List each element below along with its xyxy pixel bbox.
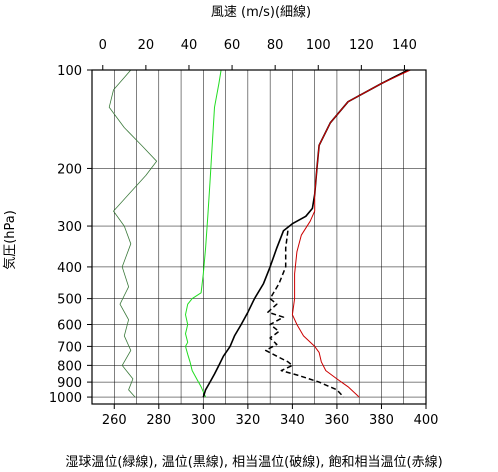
bottom-axis-title: 湿球温位(緑線), 温位(黒線), 相当温位(破線), 飽和相当温位(赤線): [65, 454, 442, 470]
y-tick-label: 300: [57, 220, 82, 235]
top-tick-label: 80: [267, 38, 284, 53]
top-axis-title: 風速 (m/s)(細線): [211, 4, 311, 20]
y-axis-title: 気圧(hPa): [2, 210, 18, 270]
y-tick-label: 600: [57, 319, 82, 334]
bottom-tick-label: 300: [191, 413, 216, 428]
grid: [92, 69, 426, 404]
y-tick-label: 500: [57, 293, 82, 308]
top-tick-label: 120: [349, 38, 374, 53]
series-layer: [108, 69, 411, 398]
y-tick-label: 700: [57, 340, 82, 355]
y-tick-label: 800: [57, 359, 82, 374]
top-tick-label: 60: [224, 38, 241, 53]
ticks: 260 280 300 320 340 360 380 400 0 20 40 60 80 100 120 1…: [49, 38, 439, 428]
series-line-saturated-equivalent-theta: [291, 69, 411, 398]
bottom-tick-label: 320: [235, 413, 260, 428]
y-tick-label: 200: [57, 162, 82, 177]
bottom-tick-label: 380: [369, 413, 394, 428]
top-tick-label: 140: [392, 38, 417, 53]
plot-frame: [91, 69, 427, 405]
y-tick-label: 100: [57, 64, 82, 79]
bottom-tick-label: 260: [102, 413, 127, 428]
top-tick-label: 0: [99, 38, 107, 53]
y-tick-label: 1000: [49, 391, 82, 406]
top-tick-label: 20: [138, 38, 155, 53]
series-line-wind-speed: [108, 69, 157, 398]
y-tick-label: 900: [57, 376, 82, 391]
bottom-tick-label: 360: [325, 413, 350, 428]
series-line-wet-bulb-theta: [185, 69, 222, 398]
top-tick-label: 100: [306, 38, 331, 53]
series-line-theta: [202, 69, 409, 398]
bottom-tick-label: 340: [280, 413, 305, 428]
series-line-equivalent-theta: [264, 230, 345, 398]
bottom-tick-label: 280: [146, 413, 171, 428]
y-tick-label: 400: [57, 261, 82, 276]
bottom-tick-label: 400: [414, 413, 439, 428]
top-tick-label: 40: [181, 38, 198, 53]
